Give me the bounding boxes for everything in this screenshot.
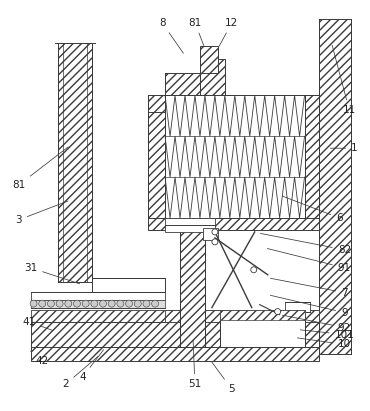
Circle shape [30, 300, 37, 307]
Circle shape [91, 300, 98, 307]
Text: 51: 51 [188, 340, 202, 389]
Circle shape [275, 309, 280, 314]
Bar [220, 309, 305, 347]
Bar [203, 228, 218, 240]
Bar [165, 218, 215, 232]
Circle shape [47, 300, 54, 307]
Text: 81: 81 [12, 147, 68, 190]
Text: 5: 5 [212, 362, 235, 394]
Circle shape [82, 300, 89, 307]
Text: 92: 92 [282, 315, 351, 332]
Circle shape [100, 300, 107, 307]
Text: 91: 91 [268, 249, 351, 273]
Circle shape [65, 300, 72, 307]
Bar [285, 302, 310, 312]
Circle shape [74, 300, 80, 307]
Bar [92, 278, 165, 292]
Bar [180, 230, 205, 347]
Circle shape [39, 300, 46, 307]
Bar [165, 309, 319, 321]
Bar [165, 72, 200, 95]
Bar [31, 292, 165, 300]
Bar [31, 309, 319, 321]
Text: 2: 2 [62, 356, 98, 389]
Text: 31: 31 [24, 263, 80, 284]
Text: 10: 10 [297, 338, 351, 349]
Text: 41: 41 [22, 316, 53, 330]
Circle shape [125, 300, 132, 307]
Bar [31, 347, 319, 361]
Text: 4: 4 [79, 350, 104, 382]
Circle shape [56, 300, 63, 307]
Text: 7: 7 [270, 278, 348, 298]
Bar [31, 321, 319, 347]
Text: 3: 3 [15, 201, 68, 225]
Text: 8: 8 [159, 18, 184, 53]
Circle shape [251, 267, 257, 273]
Text: 82: 82 [260, 233, 351, 255]
Text: 6: 6 [282, 196, 343, 223]
Bar [148, 95, 165, 112]
Bar [148, 95, 165, 218]
Text: 81: 81 [188, 18, 204, 46]
Circle shape [108, 300, 115, 307]
Circle shape [212, 229, 218, 235]
Bar [58, 43, 92, 282]
Circle shape [152, 300, 159, 307]
Bar [220, 309, 305, 320]
Circle shape [143, 300, 150, 307]
Text: 12: 12 [219, 18, 238, 46]
Text: 9: 9 [270, 295, 348, 318]
Text: 42: 42 [31, 351, 49, 367]
Bar [305, 95, 319, 218]
Text: 1: 1 [330, 143, 358, 153]
Circle shape [212, 239, 218, 245]
Text: 11: 11 [332, 45, 356, 115]
Circle shape [117, 300, 124, 307]
Bar [148, 218, 319, 230]
Circle shape [134, 300, 141, 307]
Bar [200, 46, 218, 72]
Text: 101: 101 [300, 330, 354, 339]
Bar [200, 58, 225, 95]
Bar [319, 19, 352, 354]
Bar [31, 300, 165, 307]
